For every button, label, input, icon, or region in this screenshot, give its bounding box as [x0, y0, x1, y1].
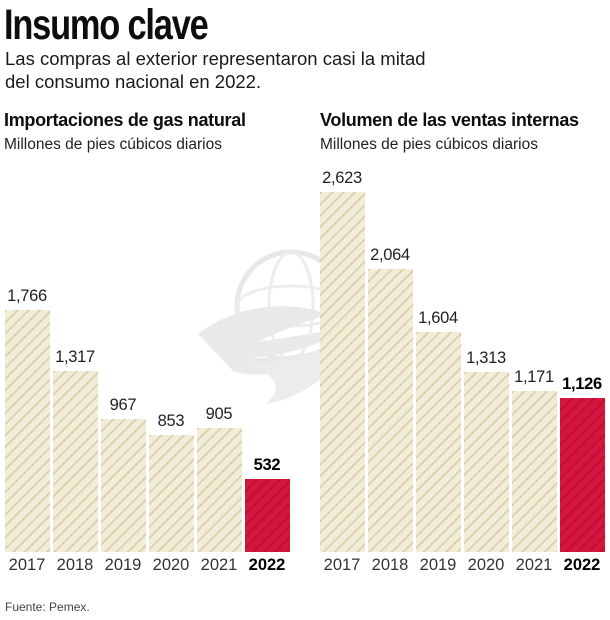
bar-column: 1,604 2019	[414, 309, 462, 574]
bar-column: 2,623 2017	[318, 169, 366, 574]
bar-value-label: 967	[109, 396, 137, 414]
chart-header-sales: Volumen de las ventas internas Millones …	[320, 110, 579, 154]
bar-chart-imports: 1,766 2017 1,317 2018 967 2019 853 2020 905 2021 5…	[3, 287, 291, 574]
bar-value-label: 853	[157, 412, 185, 430]
x-tick-label: 2019	[104, 556, 142, 574]
page-subtitle: Las compras al exterior representaron ca…	[5, 47, 426, 93]
bar	[463, 372, 509, 552]
bar-column: 2,064 2018	[366, 246, 414, 574]
bar-value-label: 1,317	[55, 348, 95, 366]
bar	[4, 310, 50, 552]
bar-value-label: 2,623	[322, 169, 362, 187]
x-tick-label: 2021	[515, 556, 553, 574]
page-title: Insumo clave	[4, 1, 209, 49]
chart-title: Volumen de las ventas internas	[320, 110, 579, 130]
bar-value-label: 2,064	[370, 246, 410, 264]
x-tick-label: 2020	[467, 556, 505, 574]
bar	[52, 371, 98, 552]
chart-title: Importaciones de gas natural	[4, 110, 246, 130]
bar-value-label: 1,313	[466, 349, 506, 367]
bar-column: 1,126 2022	[558, 375, 606, 574]
bar	[511, 391, 557, 552]
x-tick-label: 2018	[371, 556, 409, 574]
bar	[367, 269, 413, 552]
x-tick-label: 2018	[56, 556, 94, 574]
bar-highlighted	[559, 398, 605, 552]
x-tick-label: 2021	[200, 556, 238, 574]
bar-value-label: 532	[253, 456, 281, 474]
bar-column: 1,313 2020	[462, 349, 510, 574]
bar-value-label: 1,171	[514, 368, 554, 386]
x-tick-label: 2017	[8, 556, 46, 574]
chart-unit-label: Millones de pies cúbicos diarios	[4, 136, 222, 153]
bar-value-label: 1,766	[7, 287, 47, 305]
x-tick-label: 2019	[419, 556, 457, 574]
x-tick-label: 2022	[248, 556, 286, 574]
bar-value-label: 1,604	[418, 309, 458, 327]
bar-column: 853 2020	[147, 412, 195, 574]
x-tick-label: 2017	[323, 556, 361, 574]
chart-unit-label: Millones de pies cúbicos diarios	[320, 136, 538, 153]
bar-column: 1,766 2017	[3, 287, 51, 574]
bar	[100, 419, 146, 552]
source-note: Fuente: Pemex.	[5, 600, 90, 614]
x-tick-label: 2022	[563, 556, 601, 574]
bar	[148, 435, 194, 552]
bar-column: 905 2021	[195, 405, 243, 574]
x-tick-label: 2020	[152, 556, 190, 574]
bar-chart-sales: 2,623 2017 2,064 2018 1,604 2019 1,313 2020 1,17…	[318, 169, 606, 574]
bar-column: 967 2019	[99, 396, 147, 574]
bar-highlighted	[244, 479, 290, 552]
chart-header-imports: Importaciones de gas natural Millones de…	[4, 110, 246, 154]
bar-column: 1,317 2018	[51, 348, 99, 574]
bar	[415, 332, 461, 552]
bar-column: 1,171 2021	[510, 368, 558, 574]
bar-column: 532 2022	[243, 456, 291, 574]
bar-value-label: 905	[205, 405, 233, 423]
subtitle-line-1: Las compras al exterior representaron ca…	[5, 48, 426, 69]
subtitle-line-2: del consumo nacional en 2022.	[5, 71, 262, 92]
bar	[319, 192, 365, 552]
bar-value-label: 1,126	[562, 375, 602, 393]
bar	[196, 428, 242, 552]
